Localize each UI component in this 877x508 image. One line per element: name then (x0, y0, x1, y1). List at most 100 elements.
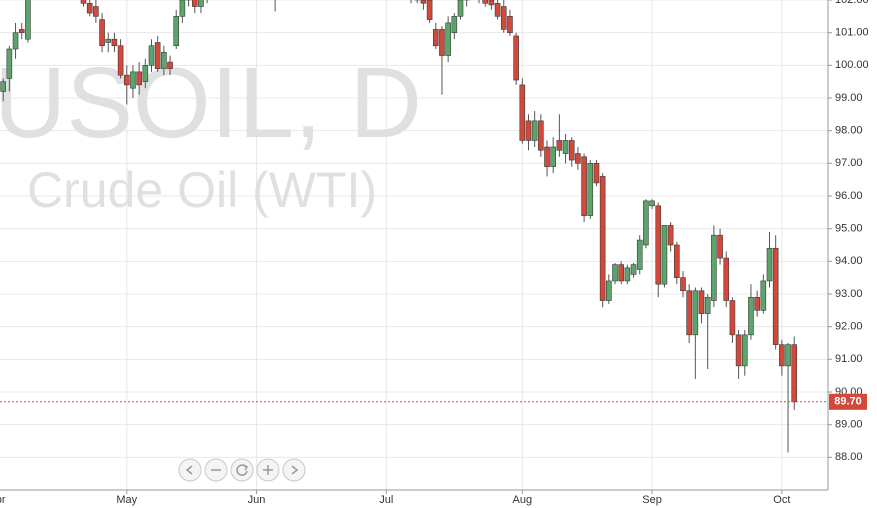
candle-body (525, 120, 532, 141)
candle-body (161, 51, 167, 69)
y-tick-label: 88.00 (835, 451, 863, 463)
candle-body (519, 84, 526, 141)
candle-body (457, 0, 464, 17)
candle-body (93, 6, 99, 17)
y-tick-label: 102.00 (835, 0, 869, 6)
candle-body (105, 38, 112, 43)
candle-body (618, 264, 624, 282)
candle-body (692, 290, 699, 336)
candle-body (154, 42, 161, 69)
candle-body (142, 65, 149, 82)
candle-body (80, 0, 87, 4)
candle-body (191, 0, 198, 7)
candle-body (488, 0, 495, 6)
name-watermark: Crude Oil (WTI) (27, 162, 377, 218)
candle-body (599, 176, 606, 301)
candle-body (198, 0, 204, 7)
candle-body (111, 38, 118, 47)
candle-body (717, 234, 723, 259)
nav-scroll-right[interactable] (282, 458, 306, 482)
candle-body (624, 267, 631, 282)
candle-body (581, 156, 587, 216)
candle-body (123, 74, 130, 86)
candle-body (550, 146, 557, 167)
candle-body (25, 0, 31, 40)
candle-body (729, 300, 736, 336)
candle-body (6, 48, 13, 79)
candle-body (18, 29, 25, 33)
candle-body (167, 61, 173, 69)
y-tick-label: 97.00 (835, 157, 863, 169)
candle-body (420, 0, 427, 4)
candle-body (630, 264, 637, 275)
candle-body (636, 239, 643, 270)
symbol-watermark: USOIL, D (0, 47, 422, 159)
candle-body (538, 120, 544, 151)
candle-body (779, 344, 785, 367)
last-price-box (829, 393, 867, 410)
candle-body (130, 71, 136, 89)
candle-body (612, 264, 618, 282)
candle-body (735, 334, 742, 367)
candle-body (500, 6, 507, 30)
y-tick-label: 101.00 (835, 27, 869, 39)
x-tick-label: Oct (773, 494, 790, 506)
y-tick-label: 99.00 (835, 92, 863, 104)
candle-body (741, 334, 748, 367)
candle-body (0, 81, 6, 92)
y-tick-label: 91.00 (835, 353, 863, 365)
candle-body (754, 296, 760, 311)
candle-body (179, 0, 186, 17)
x-tick-label: Apr (0, 494, 6, 506)
candle-body (531, 120, 538, 141)
candle-body (117, 45, 124, 76)
nav-scroll-left[interactable] (178, 458, 202, 482)
nav-zoom-in[interactable] (256, 458, 280, 482)
x-tick-label: Sep (642, 494, 662, 506)
y-tick-label: 89.00 (835, 419, 863, 431)
candle-body (439, 29, 445, 56)
candle-body (451, 16, 458, 33)
x-tick-label: Aug (513, 494, 533, 506)
candle-body (136, 71, 142, 86)
candle-body (507, 16, 513, 33)
candle-body (667, 225, 674, 246)
candle-body (593, 163, 600, 184)
candle-body (766, 247, 773, 282)
candle-body (556, 140, 563, 151)
y-tick-label: 96.00 (835, 190, 863, 202)
candle-body (587, 163, 594, 216)
candle-body (575, 153, 581, 164)
candle-body (513, 35, 519, 81)
nav-zoom-out[interactable] (204, 458, 228, 482)
candle-body (698, 290, 705, 314)
x-tick-label: May (116, 494, 137, 506)
candle-body (432, 29, 439, 47)
last-price-label: 89.70 (834, 396, 862, 408)
candle-body (643, 200, 649, 246)
candle-body (148, 45, 155, 66)
candle-body (568, 140, 575, 161)
y-tick-label: 95.00 (835, 223, 863, 235)
x-tick-label: Jul (379, 494, 393, 506)
candle-body (686, 290, 692, 336)
y-tick-label: 93.00 (835, 288, 863, 300)
candle-body (680, 277, 686, 292)
candle-body (791, 344, 798, 403)
nav-reset[interactable] (230, 458, 254, 482)
candle-body (772, 247, 779, 345)
grid (0, 0, 828, 490)
candle-body (12, 32, 19, 50)
y-tick-label: 94.00 (835, 255, 863, 267)
candle-body (482, 0, 489, 4)
candle-body (711, 234, 717, 301)
candle-body (704, 296, 711, 314)
y-tick-label: 92.00 (835, 321, 863, 333)
candle-body (661, 225, 668, 285)
candle-body (606, 280, 612, 301)
candle-body (173, 16, 180, 47)
candle-body (86, 2, 93, 14)
y-tick-label: 98.00 (835, 125, 863, 137)
